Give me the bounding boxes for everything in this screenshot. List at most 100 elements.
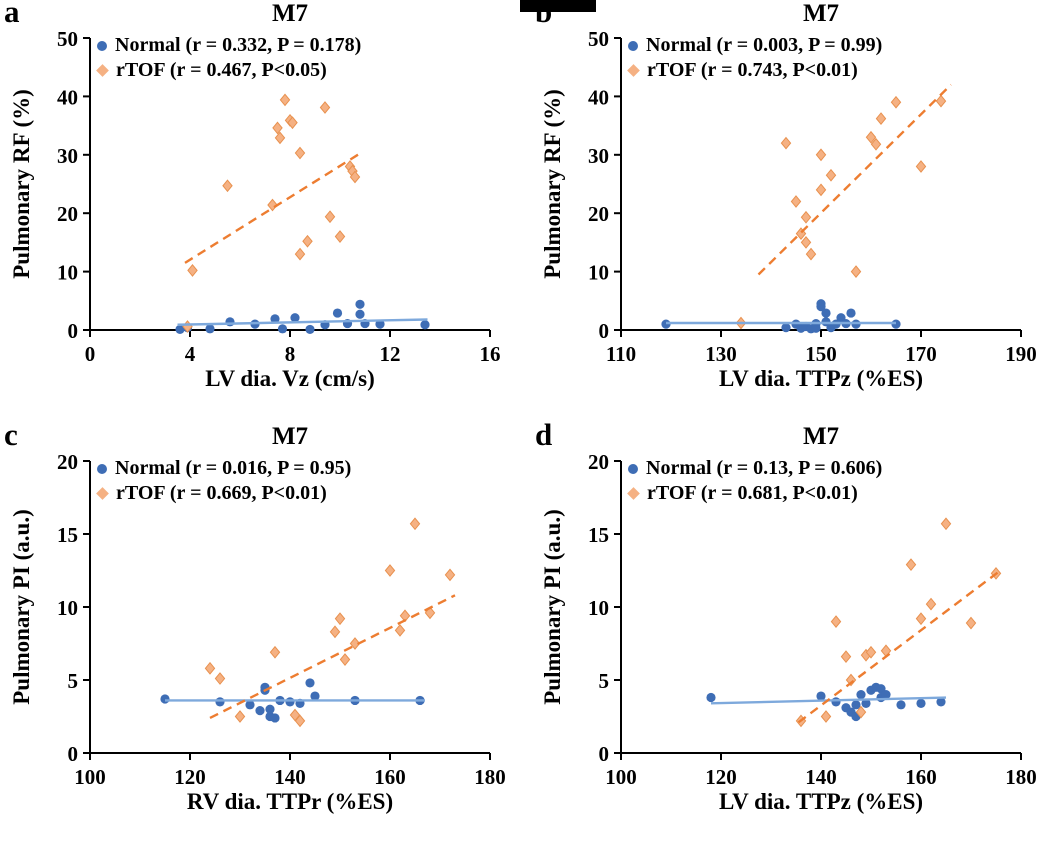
chart-title: M7	[802, 0, 840, 27]
legend: Normal (r = 0.332, P = 0.178) rTOF (r = …	[96, 33, 361, 83]
trend-line-rtof	[184, 150, 364, 264]
trend-line-normal	[177, 318, 428, 326]
data-point-rtof	[274, 131, 286, 145]
normal-marker-icon	[97, 40, 107, 51]
y-tick-label: 40	[57, 85, 78, 109]
y-tick-label: 10	[588, 596, 609, 620]
data-point-rtof	[940, 517, 952, 531]
y-tick-label: 50	[57, 30, 78, 51]
panel-b: b M7 Pulmonary RF (%) Normal (r = 0.003,…	[531, 0, 1061, 422]
data-point-rtof	[279, 93, 291, 107]
data-point-normal	[305, 324, 315, 335]
redaction-mark	[520, 0, 596, 12]
data-point-rtof	[780, 136, 792, 150]
data-point-rtof	[840, 650, 852, 664]
scatter-plot-b: 110 130 150 170 190 0 10 20 30 40 50	[588, 30, 1037, 366]
data-point-rtof	[915, 612, 927, 626]
chart-title: M7	[271, 0, 309, 27]
x-axis-label: LV dia. TTPz (%ES)	[718, 366, 924, 391]
panel-c: c M7 Pulmonary PI (a.u.) Normal (r = 0.0…	[0, 417, 530, 845]
data-point-rtof	[805, 247, 817, 261]
data-point-rtof	[855, 705, 867, 719]
trend-line-rtof	[209, 594, 456, 720]
trend-line-rtof	[797, 571, 1000, 724]
panel-d: d M7 Pulmonary PI (a.u.) Normal (r = 0.1…	[531, 417, 1061, 845]
data-point-normal	[706, 692, 716, 703]
data-point-normal	[355, 309, 365, 319]
panel-letter: b	[535, 0, 553, 29]
y-tick-label: 50	[588, 30, 609, 51]
data-point-rtof	[272, 121, 283, 135]
y-tick-label: 40	[588, 85, 609, 109]
y-tick-label: 0	[68, 742, 79, 766]
data-point-rtof	[790, 195, 802, 208]
x-tick-label: 150	[805, 342, 837, 366]
y-tick-label: 30	[57, 144, 78, 168]
x-tick-label: 120	[705, 765, 737, 789]
legend-entry-normal: Normal (r = 0.016, P = 0.95)	[97, 456, 351, 481]
data-point-rtof	[204, 661, 216, 675]
data-point-rtof	[294, 146, 306, 160]
data-point-rtof	[935, 94, 947, 108]
panel-a: a M7 Pulmonary RF (%) Normal (r = 0.332,…	[0, 0, 530, 422]
data-point-rtof	[815, 183, 827, 197]
data-point-rtof	[905, 558, 917, 572]
x-tick-label: 130	[705, 342, 737, 366]
data-point-rtof	[384, 564, 396, 577]
x-tick-label: 110	[606, 342, 636, 366]
y-tick-label: 0	[599, 319, 610, 343]
data-point-rtof	[349, 637, 361, 650]
legend-entry-normal: Normal (r = 0.13, P = 0.606)	[628, 456, 882, 481]
data-point-normal	[936, 697, 946, 707]
legend-label: rTOF (r = 0.467, P<0.05)	[116, 59, 327, 81]
y-tick-label: 20	[588, 453, 609, 474]
data-point-rtof	[965, 616, 977, 630]
legend-entry-rtof: rTOF (r = 0.743, P<0.01)	[627, 58, 882, 83]
legend-entry-normal: Normal (r = 0.003, P = 0.99)	[628, 33, 882, 58]
data-point-normal	[861, 698, 871, 708]
data-point-normal	[245, 700, 255, 710]
data-point-rtof	[915, 160, 927, 173]
data-point-rtof	[334, 230, 346, 243]
chart-title: M7	[271, 423, 309, 450]
y-tick-label: 15	[57, 523, 78, 547]
panel-letter: c	[4, 417, 18, 452]
x-tick-label: 180	[474, 765, 506, 789]
x-tick-label: 100	[74, 765, 106, 789]
legend-entry-rtof: rTOF (r = 0.669, P<0.01)	[96, 481, 351, 506]
trend-line-rtof	[757, 83, 952, 276]
x-axis-label: RV dia. TTPr (%ES)	[186, 789, 394, 814]
data-point-rtof	[214, 672, 226, 685]
data-point-normal	[175, 324, 185, 335]
x-tick-label: 0	[85, 342, 96, 366]
x-tick-label: 170	[905, 342, 937, 366]
data-point-normal	[916, 698, 926, 708]
legend-label: Normal (r = 0.016, P = 0.95)	[115, 457, 352, 479]
data-point-rtof	[334, 612, 346, 626]
data-point-normal	[285, 697, 295, 707]
rtof-marker-icon	[96, 64, 109, 77]
data-point-rtof	[222, 179, 233, 193]
panel-letter: d	[535, 417, 553, 452]
data-point-normal	[781, 323, 791, 333]
data-point-normal	[265, 704, 275, 714]
legend-label: Normal (r = 0.13, P = 0.606)	[646, 457, 883, 479]
data-point-normal	[821, 308, 831, 318]
data-point-normal	[270, 713, 280, 723]
x-axis-label: LV dia. Vz (cm/s)	[205, 366, 375, 391]
data-point-rtof	[850, 265, 862, 278]
y-tick-label: 20	[588, 202, 609, 226]
data-point-rtof	[324, 210, 336, 224]
y-tick-label: 15	[588, 523, 609, 547]
data-point-rtof	[845, 673, 857, 687]
x-tick-label: 4	[185, 342, 196, 366]
data-point-rtof	[287, 116, 298, 130]
data-point-normal	[205, 324, 215, 334]
data-point-rtof	[444, 568, 456, 582]
data-point-normal	[225, 317, 235, 327]
data-point-normal	[811, 323, 821, 333]
data-point-rtof	[800, 236, 812, 249]
y-tick-label: 10	[57, 596, 78, 620]
rtof-marker-icon	[627, 64, 640, 77]
data-point-rtof	[820, 710, 832, 723]
